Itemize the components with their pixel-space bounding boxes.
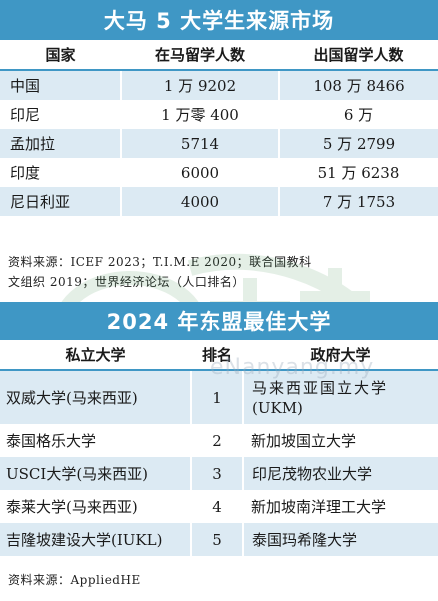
country-cell: 孟加拉 <box>10 135 56 153</box>
table-row: 泰莱大学(马来西亚) 4 新加坡南洋理工大学 <box>0 490 438 523</box>
abroad-cell: 108 万 8466 <box>278 70 438 100</box>
section2-title: 2024 年东盟最佳大学 <box>106 310 332 334</box>
table-row: USCI大学(马来西亚) 3 印尼茂物农业大学 <box>0 457 438 490</box>
country-cell: 尼日利亚 <box>10 193 71 211</box>
public-university-name: 马来西亚国立大学 <box>252 378 389 397</box>
section1-source-note: 资料来源：ICEF 2023；T.I.M.E 2020；联合国教科 文组织 20… <box>8 252 432 292</box>
abroad-cell: 51 万 6238 <box>317 164 400 182</box>
table-row: 尼日利亚 4000 7 万 1753 <box>0 187 438 216</box>
rank-cell: 5 <box>190 523 243 556</box>
country-cell: 印尼 <box>10 106 41 124</box>
header-country: 国家 <box>0 40 121 71</box>
source-line-1: 资料来源：ICEF 2023；T.I.M.E 2020；联合国教科 <box>8 255 312 269</box>
table-row: 孟加拉 5714 5 万 2799 <box>0 129 438 158</box>
table-header-row: 国家 在马留学人数 出国留学人数 <box>0 40 438 71</box>
table-row: 泰国格乐大学 2 新加坡国立大学 <box>0 424 438 457</box>
in-malaysia-cell: 1 万零 400 <box>161 106 239 124</box>
rank-cell: 3 <box>190 457 243 490</box>
source-applied-he: 资料来源：AppliedHE <box>8 573 141 587</box>
public-university-abbr: (UKM) <box>252 398 303 417</box>
public-university-cell: 马来西亚国立大学 (UKM) <box>242 370 438 424</box>
source-line-2: 文组织 2019；世界经济论坛（人口排名） <box>8 275 245 289</box>
header-private-university: 私立大学 <box>0 340 191 371</box>
in-malaysia-cell: 6000 <box>180 163 220 182</box>
header-rank: 排名 <box>191 340 243 371</box>
public-university-cell: 印尼茂物农业大学 <box>242 457 438 490</box>
private-university-cell: 泰国格乐大学 <box>6 432 97 450</box>
public-university-cell: 泰国玛希隆大学 <box>242 523 438 556</box>
rank-cell: 2 <box>212 431 222 450</box>
country-cell: 中国 <box>10 77 41 95</box>
source-markets-table: 国家 在马留学人数 出国留学人数 中国 1 万 9202 108 万 8466 … <box>0 40 438 216</box>
rank-cell: 4 <box>212 497 222 516</box>
table-row: 中国 1 万 9202 108 万 8466 <box>0 70 438 100</box>
in-malaysia-cell: 1 万 9202 <box>120 70 279 100</box>
private-university-cell: 双威大学(马来西亚) <box>6 389 138 407</box>
private-university-cell: 吉隆坡建设大学(IUKL) <box>6 531 163 549</box>
table-row: 吉隆坡建设大学(IUKL) 5 泰国玛希隆大学 <box>0 523 438 556</box>
table-row: 双威大学(马来西亚) 1 马来西亚国立大学 (UKM) <box>0 370 438 424</box>
public-university-cell: 新加坡南洋理工大学 <box>251 497 387 516</box>
private-university-cell: USCI大学(马来西亚) <box>6 465 149 483</box>
in-malaysia-cell: 5714 <box>120 129 279 158</box>
rank-cell: 1 <box>190 370 243 424</box>
header-students-in-malaysia: 在马留学人数 <box>121 40 279 71</box>
public-university-cell: 新加坡国立大学 <box>251 431 357 450</box>
private-university-cell: 泰莱大学(马来西亚) <box>6 498 138 516</box>
country-cell: 印度 <box>10 164 41 182</box>
section2-source-note: 资料来源：AppliedHE <box>8 570 432 590</box>
table-header-row: 私立大学 排名 政府大学 <box>0 340 438 371</box>
section2-title-banner: 2024 年东盟最佳大学 <box>0 302 438 340</box>
in-malaysia-cell: 4000 <box>120 187 279 216</box>
abroad-cell: 5 万 2799 <box>278 129 438 158</box>
table-row: 印尼 1 万零 400 6 万 <box>0 100 438 129</box>
abroad-cell: 7 万 1753 <box>278 187 438 216</box>
header-public-university: 政府大学 <box>243 340 438 371</box>
table-row: 印度 6000 51 万 6238 <box>0 158 438 187</box>
abroad-cell: 6 万 <box>343 106 374 124</box>
asean-universities-table: 私立大学 排名 政府大学 双威大学(马来西亚) 1 马来西亚国立大学 (UKM)… <box>0 340 438 556</box>
section1-title: 大马 5 大学生来源市场 <box>103 9 335 33</box>
section1-title-banner: 大马 5 大学生来源市场 <box>0 0 438 40</box>
header-students-abroad: 出国留学人数 <box>279 40 438 71</box>
